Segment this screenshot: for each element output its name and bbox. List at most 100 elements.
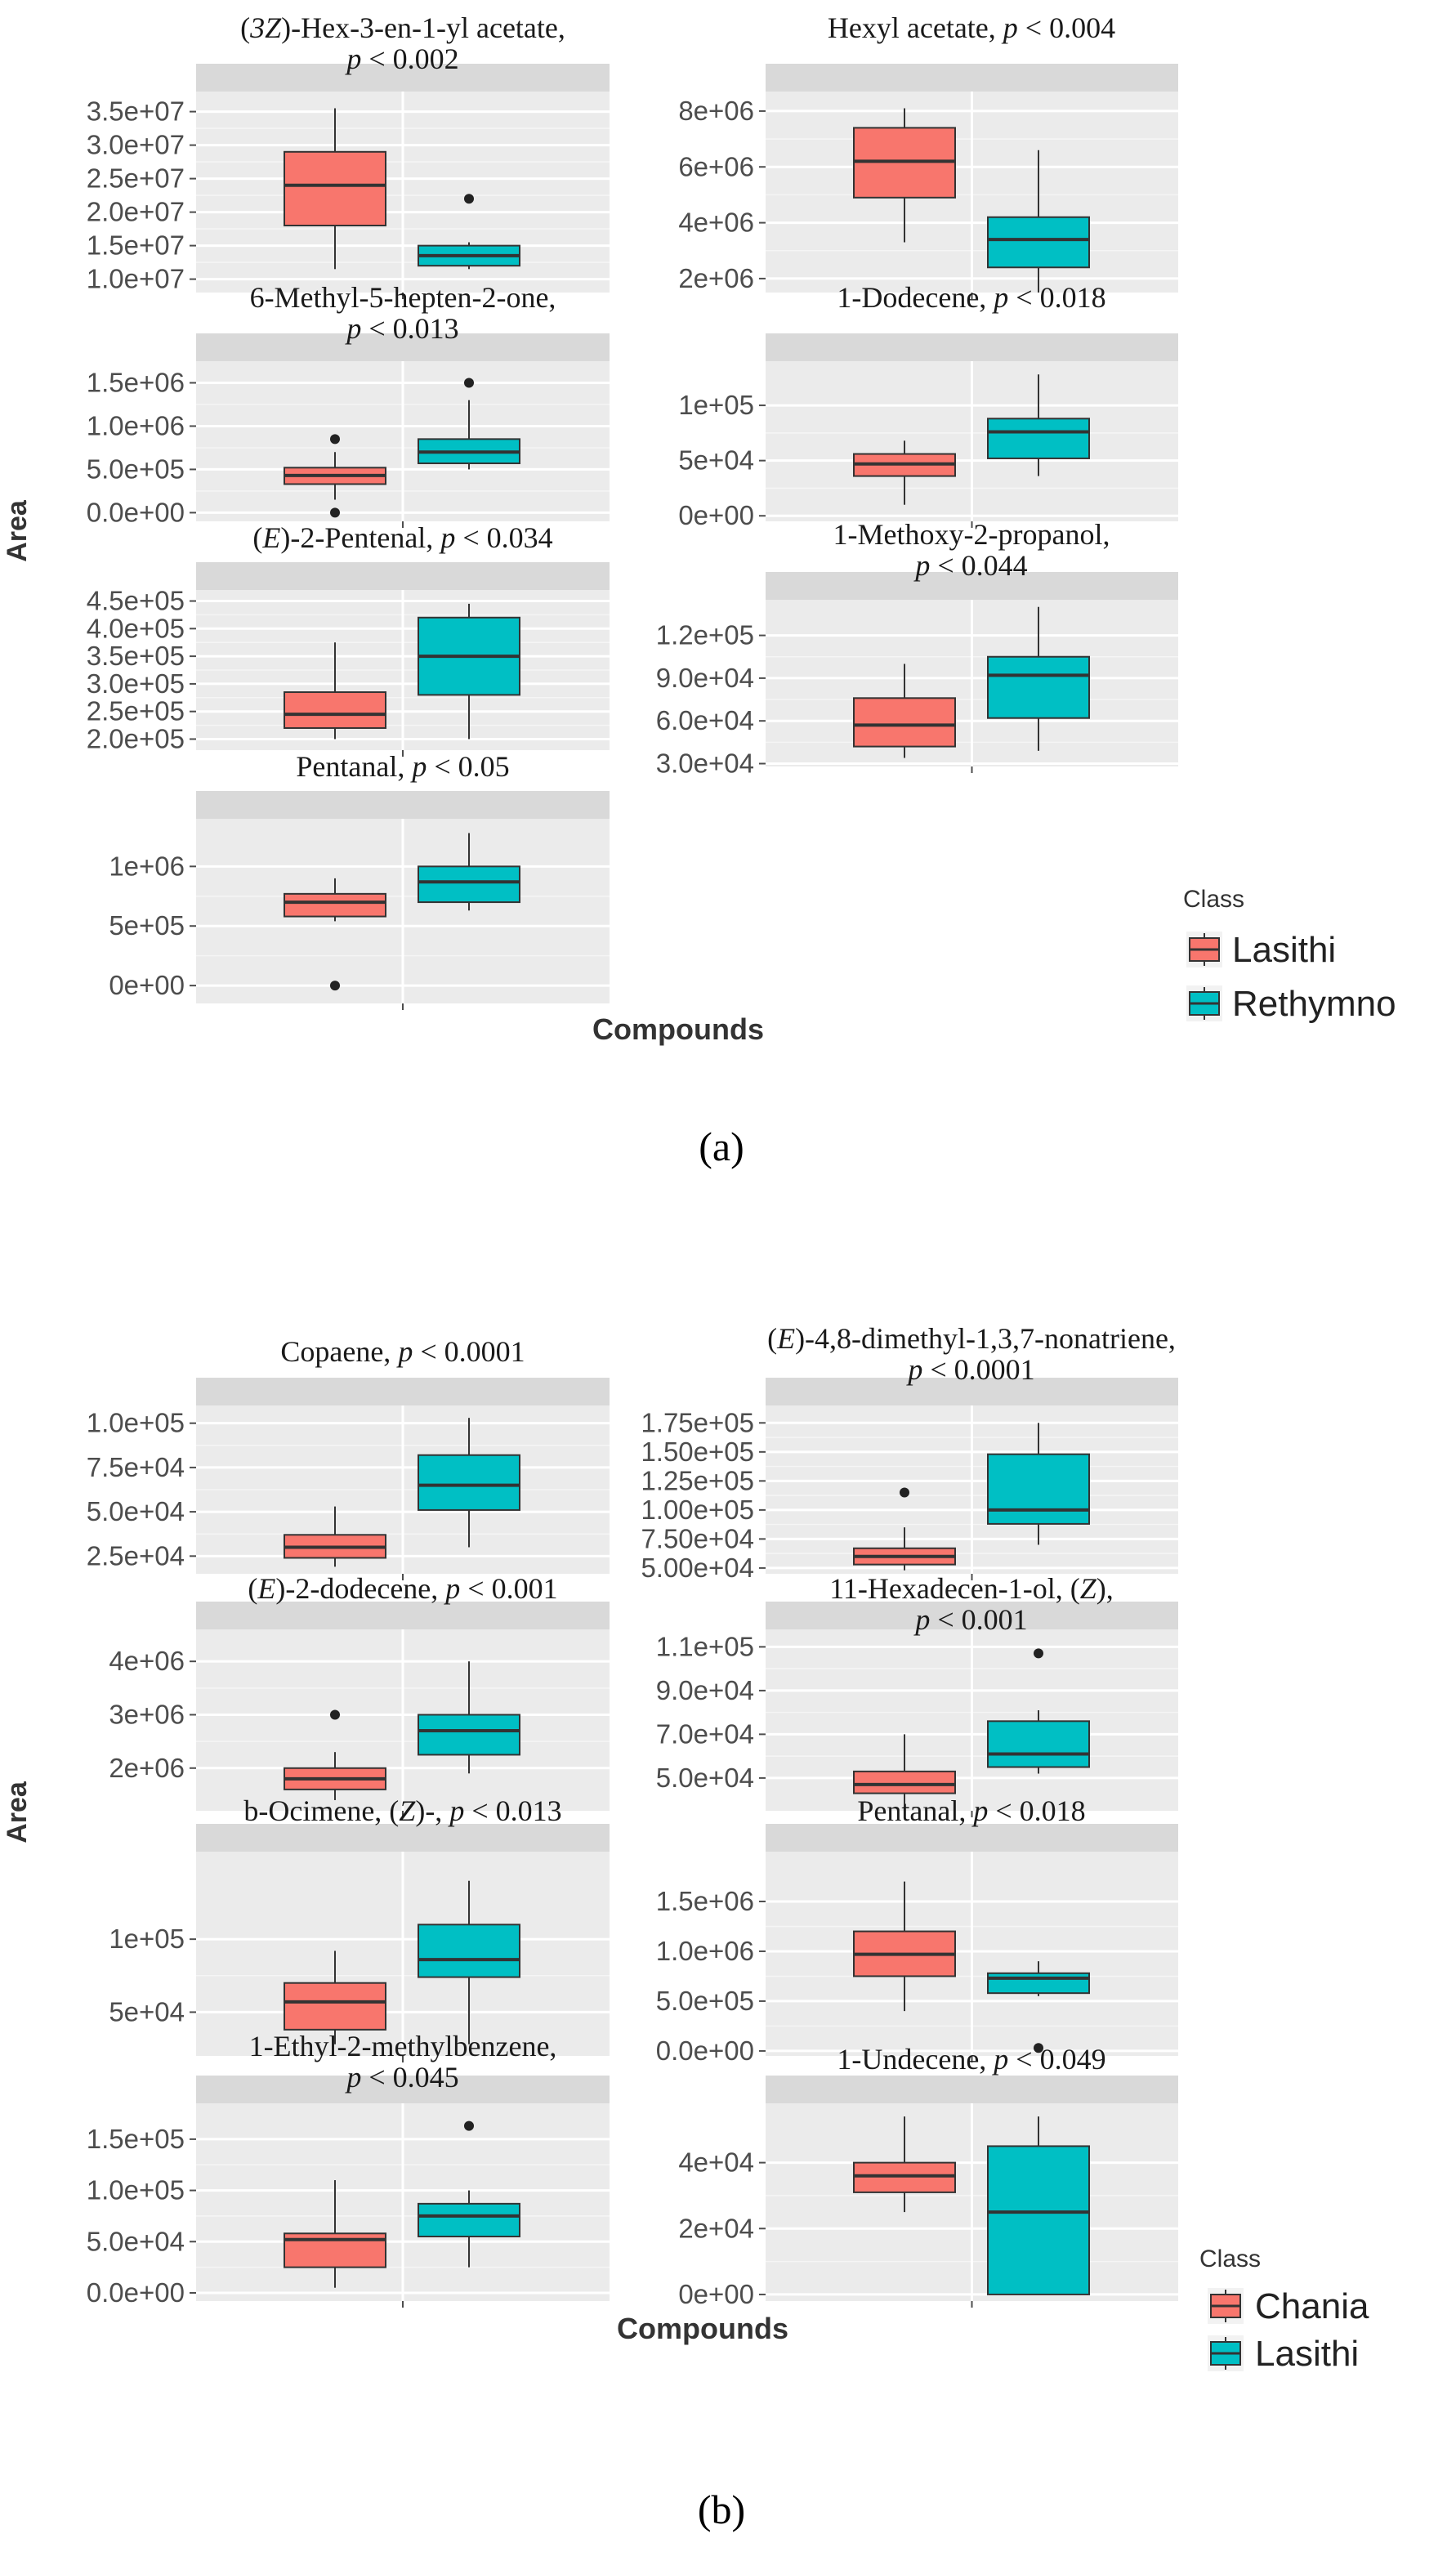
- facet-a-3: 0.0e+00 5.0e+05 1.0e+06 1.5e+06 6-Methyl-5-h…: [87, 281, 610, 528]
- box-lasithi: [284, 434, 386, 518]
- facet-title-line2-part: < 0.002: [361, 42, 458, 75]
- box-iqr: [418, 865, 520, 904]
- y-tick-label: 2.5e+04: [87, 1540, 185, 1571]
- y-tick-label: 1.00e+05: [641, 1495, 754, 1525]
- box-chania: [853, 1487, 956, 1571]
- y-tick-label: 6.0e+04: [656, 705, 754, 735]
- outlier-point: [464, 194, 474, 204]
- box-lasithi: [418, 1880, 520, 2044]
- facet-title: b-Ocimene, (Z)-, p < 0.013: [243, 1794, 561, 1827]
- box-lasithi: [418, 1661, 520, 1774]
- y-tick-label: 3.0e+05: [87, 668, 185, 699]
- facet-title-line2-part: < 0.044: [930, 549, 1027, 582]
- box-iqr: [987, 216, 1090, 269]
- y-tick-label: 4e+04: [678, 2147, 754, 2178]
- y-tick-label: 2.0e+07: [87, 197, 185, 227]
- facet-title-part: )-,: [415, 1794, 449, 1827]
- outlier-point: [464, 2120, 474, 2131]
- facet-title-part: (: [248, 1572, 257, 1605]
- facet-title: Pentanal, p < 0.018: [857, 1794, 1085, 1827]
- facet-title: Pentanal, p < 0.05: [296, 750, 509, 783]
- y-tick-label: 4.5e+05: [87, 586, 185, 616]
- facet-strip: [766, 1602, 1178, 1629]
- facet-title-part: p: [991, 2043, 1008, 2076]
- box-iqr: [853, 2161, 956, 2193]
- y-tick-label: 1.0e+06: [656, 1936, 754, 1966]
- legend-title: Class: [1183, 886, 1244, 913]
- box-iqr: [418, 1924, 520, 1978]
- legend: Class Chania Lasithi: [1199, 2245, 1369, 2374]
- facet-title-part: 1-Methoxy-2-propanol,: [833, 518, 1110, 551]
- facet-title-line2: p < 0.001: [913, 1603, 1027, 1636]
- box-chania: [853, 2116, 956, 2213]
- facet-strip: [196, 1824, 610, 1852]
- y-tick-label: 9.0e+04: [656, 1675, 754, 1705]
- facet-title-part: 1-Dodecene,: [837, 281, 994, 314]
- facet-strip: [196, 64, 610, 92]
- box-chania: [853, 1734, 956, 1807]
- box-lasithi: [418, 2120, 520, 2268]
- y-tick-label: 0e+00: [678, 500, 754, 530]
- y-tick-label: 1.25e+05: [641, 1465, 754, 1495]
- facet-b-7: 0.0e+00 5.0e+04 1.0e+05 1.5e+05 1-Ethyl-2-me…: [87, 2030, 610, 2308]
- y-tick-label: 4.0e+05: [87, 613, 185, 643]
- y-tick-label: 9.0e+04: [656, 663, 754, 693]
- y-tick-label: 1.50e+05: [641, 1437, 754, 1467]
- y-tick-label: 1e+05: [678, 390, 754, 420]
- facet-title-part: E: [261, 521, 280, 554]
- legend-key-rethymno: [1186, 985, 1222, 1021]
- facet-strip: [766, 64, 1178, 92]
- facet-title: 1-Methoxy-2-propanol,: [833, 518, 1110, 551]
- box-lasithi: [987, 1648, 1090, 1774]
- facet-strip: [196, 791, 610, 819]
- outlier-point: [900, 1487, 909, 1498]
- facet-title-part: < 0.049: [1008, 2043, 1105, 2076]
- facet-title-part: )-4,8-dimethyl-1,3,7-nonatriene,: [795, 1322, 1176, 1355]
- y-tick-label: 5.0e+05: [656, 1986, 754, 2016]
- y-tick-label: 4e+06: [109, 1646, 185, 1676]
- y-tick-label: 1.1e+05: [656, 1631, 754, 1661]
- y-tick-label: 2.5e+07: [87, 163, 185, 194]
- facet-title-line2-part: < 0.001: [930, 1603, 1027, 1636]
- facet-strip: [196, 333, 610, 361]
- outlier-point: [330, 1709, 340, 1720]
- y-tick-label: 1.2e+05: [656, 620, 754, 650]
- facet-title: 1-Dodecene, p < 0.018: [837, 281, 1105, 314]
- facet-a-1: 1.0e+071.5e+072.0e+072.5e+073.0e+073.5e+…: [87, 11, 610, 299]
- y-tick-label: 3.0e+04: [656, 748, 754, 779]
- outlier-point: [330, 434, 340, 445]
- facet-title-line2-part: p: [344, 312, 361, 345]
- facet-title-part: E: [776, 1322, 795, 1355]
- facet-strip: [196, 1602, 610, 1629]
- facet-b-6: 0.0e+00 5.0e+05 1.0e+06 1.5e+06 Pentanal, p …: [656, 1794, 1178, 2066]
- box-iqr: [284, 150, 386, 226]
- box-rethymno: [418, 378, 520, 470]
- box-lasithi: [284, 642, 386, 740]
- facet-title-line2-part: p: [913, 549, 930, 582]
- facet-title-part: < 0.0001: [413, 1335, 525, 1368]
- facet-strip: [766, 572, 1178, 600]
- legend-label-rethymno: Rethymno: [1232, 984, 1396, 1024]
- box-chania: [284, 2180, 386, 2288]
- facet-b-2: 5.00e+047.50e+041.00e+051.25e+051.50e+05…: [641, 1322, 1178, 1583]
- box-rethymno: [418, 603, 520, 740]
- facet-title: Hexyl acetate, p < 0.004: [828, 11, 1115, 44]
- y-tick-label: 2e+06: [109, 1753, 185, 1783]
- facet-a-5: 2.0e+052.5e+053.0e+053.5e+054.0e+054.5e+…: [87, 521, 610, 757]
- y-tick-label: 1.5e+06: [87, 367, 185, 397]
- y-tick-label: 0.0e+00: [87, 497, 185, 527]
- y-tick-label: 1.5e+06: [656, 1886, 754, 1916]
- facet-title: 1-Undecene, p < 0.049: [837, 2043, 1105, 2076]
- y-tick-label: 1.0e+06: [87, 410, 185, 440]
- box-chania: [284, 1709, 386, 1800]
- facet-b-8: 0e+00 2e+04 4e+04 1-Undecene, p < 0.049: [678, 2043, 1178, 2309]
- facet-b-4: 5.0e+04 7.0e+04 9.0e+04 1.1e+05 11-Hexadecen…: [656, 1572, 1178, 1817]
- y-tick-label: 1.0e+07: [87, 264, 185, 294]
- y-tick-label: 5e+04: [678, 445, 754, 476]
- facet-title: (E)-4,8-dimethyl-1,3,7-nonatriene,: [767, 1322, 1176, 1355]
- box-iqr: [987, 1972, 1090, 1995]
- y-tick-label: 5e+04: [109, 1996, 185, 2027]
- facet-title-line2: p < 0.0001: [905, 1353, 1034, 1386]
- facet-title-part: b-Ocimene, (: [243, 1794, 399, 1827]
